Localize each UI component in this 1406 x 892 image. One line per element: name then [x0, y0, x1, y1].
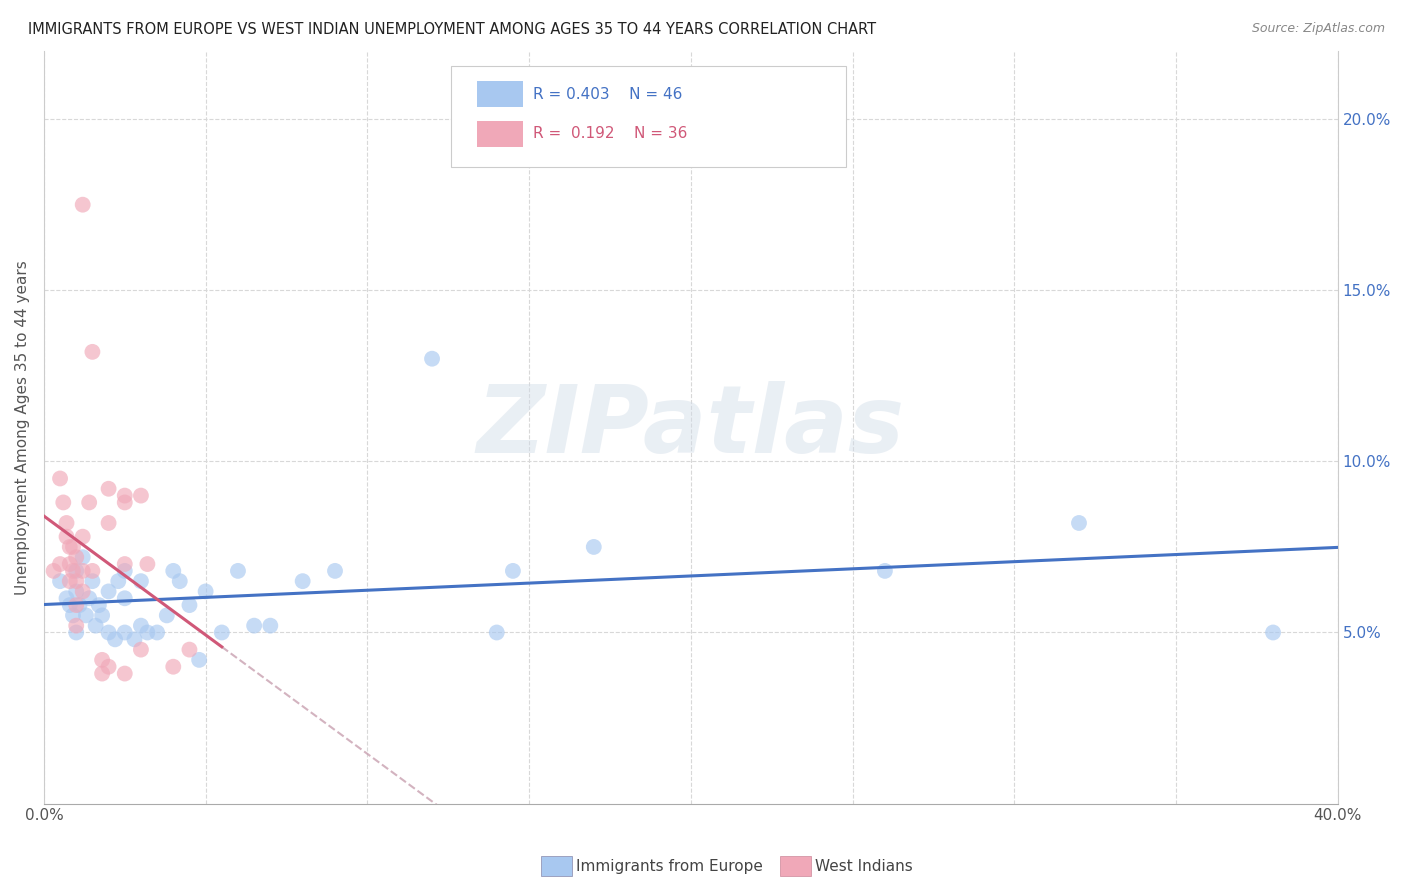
Point: [124, 632, 146, 647]
Point: [49, 557, 72, 571]
Point: [1067, 516, 1090, 530]
Point: [136, 625, 159, 640]
Point: [65, 618, 87, 632]
Point: [114, 495, 136, 509]
Point: [77, 591, 100, 606]
Point: [169, 574, 191, 589]
Bar: [478, 81, 523, 107]
Point: [291, 574, 314, 589]
Text: West Indians: West Indians: [815, 859, 914, 873]
Point: [129, 642, 152, 657]
Point: [65, 564, 87, 578]
Point: [114, 666, 136, 681]
Point: [211, 625, 233, 640]
Point: [91, 608, 114, 623]
Point: [136, 557, 159, 571]
Text: IMMIGRANTS FROM EUROPE VS WEST INDIAN UNEMPLOYMENT AMONG AGES 35 TO 44 YEARS COR: IMMIGRANTS FROM EUROPE VS WEST INDIAN UN…: [28, 22, 876, 37]
Point: [114, 564, 136, 578]
Point: [114, 591, 136, 606]
Point: [194, 584, 217, 599]
Point: [582, 540, 605, 554]
Bar: [478, 120, 523, 147]
Point: [69, 598, 91, 612]
Point: [114, 557, 136, 571]
Point: [188, 653, 211, 667]
Point: [72, 564, 94, 578]
Point: [179, 642, 201, 657]
Point: [59, 598, 82, 612]
Point: [52, 495, 75, 509]
Point: [65, 598, 87, 612]
Text: R = 0.403    N = 46: R = 0.403 N = 46: [533, 87, 682, 102]
Point: [65, 625, 87, 640]
Point: [55, 530, 77, 544]
Point: [62, 564, 84, 578]
Point: [243, 618, 266, 632]
Point: [59, 557, 82, 571]
Point: [485, 625, 508, 640]
Point: [97, 584, 120, 599]
Point: [162, 564, 184, 578]
Text: Immigrants from Europe: Immigrants from Europe: [576, 859, 763, 873]
Point: [97, 625, 120, 640]
Point: [72, 584, 94, 599]
Point: [873, 564, 896, 578]
Point: [75, 608, 97, 623]
Point: [72, 530, 94, 544]
Point: [77, 495, 100, 509]
Point: [91, 666, 114, 681]
Point: [97, 516, 120, 530]
Point: [107, 574, 129, 589]
Point: [179, 598, 201, 612]
Point: [72, 197, 94, 211]
Point: [91, 653, 114, 667]
Point: [420, 351, 443, 366]
Point: [87, 598, 110, 612]
Point: [226, 564, 249, 578]
Text: ZIPatlas: ZIPatlas: [477, 381, 905, 473]
Point: [49, 574, 72, 589]
Point: [104, 632, 127, 647]
Point: [146, 625, 169, 640]
Point: [323, 564, 346, 578]
Point: [129, 618, 152, 632]
FancyBboxPatch shape: [451, 66, 846, 168]
Point: [65, 584, 87, 599]
Point: [502, 564, 524, 578]
Point: [129, 489, 152, 503]
Point: [65, 550, 87, 565]
Point: [97, 659, 120, 673]
Point: [114, 489, 136, 503]
Point: [62, 540, 84, 554]
Point: [55, 591, 77, 606]
Point: [162, 659, 184, 673]
Point: [65, 574, 87, 589]
Text: Source: ZipAtlas.com: Source: ZipAtlas.com: [1251, 22, 1385, 36]
Point: [62, 608, 84, 623]
Point: [82, 344, 104, 359]
Point: [129, 574, 152, 589]
Point: [82, 574, 104, 589]
Point: [82, 564, 104, 578]
Point: [114, 625, 136, 640]
Point: [49, 471, 72, 485]
Point: [156, 608, 179, 623]
Y-axis label: Unemployment Among Ages 35 to 44 years: Unemployment Among Ages 35 to 44 years: [15, 260, 30, 595]
Point: [59, 574, 82, 589]
Point: [84, 618, 107, 632]
Point: [59, 540, 82, 554]
Point: [259, 618, 281, 632]
Point: [55, 516, 77, 530]
Point: [97, 482, 120, 496]
Point: [42, 564, 65, 578]
Point: [72, 550, 94, 565]
Text: R =  0.192    N = 36: R = 0.192 N = 36: [533, 126, 688, 141]
Point: [1261, 625, 1284, 640]
